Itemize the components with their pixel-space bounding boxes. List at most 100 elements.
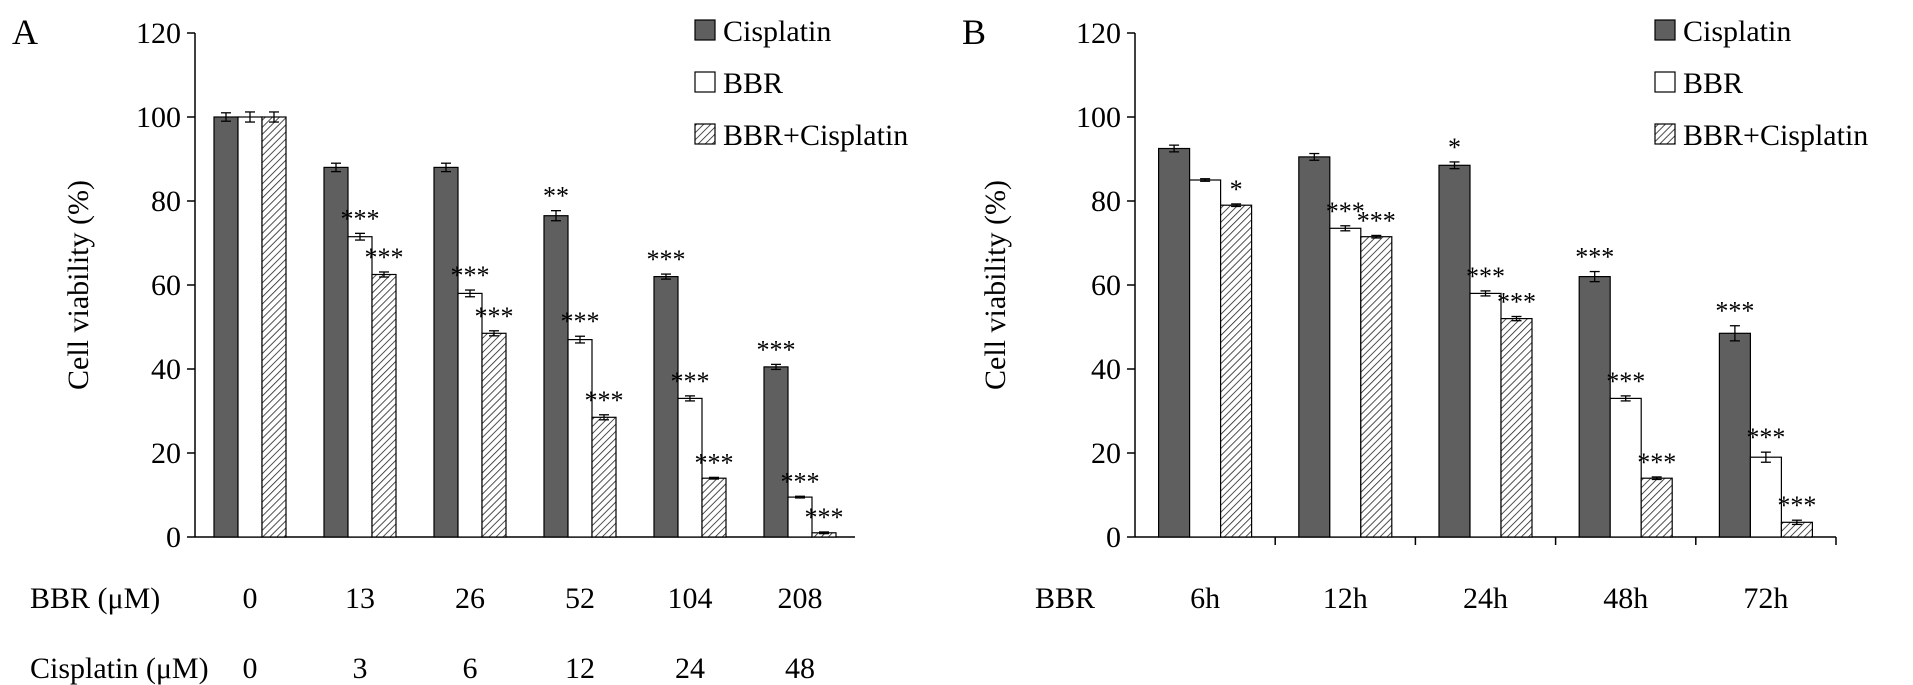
error-bar bbox=[465, 289, 475, 298]
error-bar bbox=[551, 210, 561, 222]
bar bbox=[1219, 204, 1253, 538]
bar bbox=[213, 116, 239, 538]
x-tick-label: 52 bbox=[565, 582, 595, 615]
x-tick-label: 3 bbox=[353, 652, 368, 685]
y-tick-label: 120 bbox=[1076, 17, 1121, 50]
legend-swatch bbox=[694, 19, 716, 41]
legend-swatch bbox=[694, 123, 716, 145]
y-tick-label: 100 bbox=[136, 101, 181, 134]
significance: *** bbox=[1637, 448, 1676, 477]
x-tick-label: 6h bbox=[1190, 582, 1220, 615]
y-tick-label: 20 bbox=[151, 437, 181, 470]
legend-swatch bbox=[1654, 71, 1676, 93]
bar bbox=[261, 116, 287, 538]
y-axis-label: Cell viability (%) bbox=[62, 180, 95, 390]
x-tick-label: 104 bbox=[668, 582, 713, 615]
error-bar bbox=[661, 273, 671, 280]
bar bbox=[543, 215, 569, 538]
error-bar bbox=[1791, 519, 1802, 526]
error-bar bbox=[269, 111, 279, 123]
significance: *** bbox=[1357, 206, 1396, 235]
y-tick-label: 60 bbox=[1091, 269, 1121, 302]
legend-swatch bbox=[1654, 123, 1676, 145]
x-tick-label: 48h bbox=[1603, 582, 1648, 615]
bar bbox=[1578, 276, 1611, 538]
x-row-label: Cisplatin (μM) bbox=[30, 652, 209, 685]
bar bbox=[1438, 164, 1471, 538]
error-bar bbox=[489, 330, 499, 337]
legend-label: BBR+Cisplatin bbox=[723, 119, 908, 152]
error-bar bbox=[771, 363, 781, 371]
y-tick-label: 60 bbox=[151, 269, 181, 302]
error-bar bbox=[1589, 270, 1600, 283]
legend-swatch bbox=[694, 71, 716, 93]
bar bbox=[1329, 227, 1362, 538]
significance: *** bbox=[475, 302, 514, 331]
bar bbox=[1640, 477, 1673, 538]
bar bbox=[1157, 147, 1191, 538]
y-tick-label: 120 bbox=[136, 17, 181, 50]
x-tick-label: 12 bbox=[565, 652, 595, 685]
error-bar bbox=[599, 414, 609, 421]
bar bbox=[323, 166, 349, 538]
error-bar bbox=[795, 495, 805, 499]
y-axis-label: Cell viability (%) bbox=[979, 180, 1012, 390]
error-bar bbox=[575, 335, 585, 344]
significance: *** bbox=[757, 335, 796, 364]
panel-label: B bbox=[962, 12, 986, 52]
significance: *** bbox=[805, 503, 844, 532]
error-bar bbox=[1760, 451, 1771, 463]
panel-label: A bbox=[12, 12, 38, 52]
y-tick-label: 0 bbox=[1106, 521, 1121, 554]
x-tick-label: 0 bbox=[243, 652, 258, 685]
bar bbox=[763, 366, 789, 538]
legend-label: BBR bbox=[1683, 67, 1743, 100]
significance: *** bbox=[1326, 197, 1365, 226]
significance: *** bbox=[585, 386, 624, 415]
axes bbox=[194, 33, 855, 538]
legend-swatch bbox=[1654, 19, 1676, 41]
bar bbox=[371, 273, 397, 538]
significance: * bbox=[1448, 133, 1461, 162]
significance: *** bbox=[365, 243, 404, 272]
significance: *** bbox=[1777, 491, 1816, 520]
x-row-label: BBR (μM) bbox=[30, 582, 160, 615]
x-tick-label: 48 bbox=[785, 652, 815, 685]
error-bar bbox=[245, 111, 255, 123]
error-bar bbox=[1200, 178, 1211, 182]
error-bar bbox=[1729, 325, 1740, 342]
bar bbox=[787, 496, 813, 538]
legend-label: BBR+Cisplatin bbox=[1683, 119, 1868, 152]
x-tick-label: 24h bbox=[1463, 582, 1508, 615]
bar bbox=[1360, 236, 1393, 538]
legend-label: Cisplatin bbox=[1683, 15, 1791, 48]
bar bbox=[1188, 179, 1222, 538]
error-bar bbox=[1231, 203, 1242, 208]
bar bbox=[591, 416, 617, 538]
significance: *** bbox=[1466, 262, 1505, 291]
bar bbox=[653, 276, 679, 538]
error-bar bbox=[1620, 395, 1631, 402]
x-tick-label: 12h bbox=[1323, 582, 1368, 615]
error-bar bbox=[355, 232, 365, 241]
error-bar bbox=[1511, 315, 1522, 322]
error-bar bbox=[1340, 225, 1351, 232]
significance: *** bbox=[1746, 423, 1785, 452]
significance: *** bbox=[781, 467, 820, 496]
x-row-label: BBR bbox=[1035, 582, 1095, 615]
y-tick-label: 0 bbox=[166, 521, 181, 554]
error-bar bbox=[1651, 476, 1662, 481]
significance: *** bbox=[1497, 288, 1536, 317]
y-tick-label: 40 bbox=[1091, 353, 1121, 386]
x-tick-label: 72h bbox=[1743, 582, 1788, 615]
y-tick-label: 100 bbox=[1076, 101, 1121, 134]
error-bar bbox=[1480, 290, 1491, 297]
error-bar bbox=[441, 162, 451, 173]
significance: *** bbox=[695, 448, 734, 477]
x-tick-label: 0 bbox=[243, 582, 258, 615]
significance: ** bbox=[543, 182, 569, 211]
error-bar bbox=[221, 112, 231, 122]
error-bar bbox=[379, 271, 389, 278]
significance: *** bbox=[647, 245, 686, 274]
